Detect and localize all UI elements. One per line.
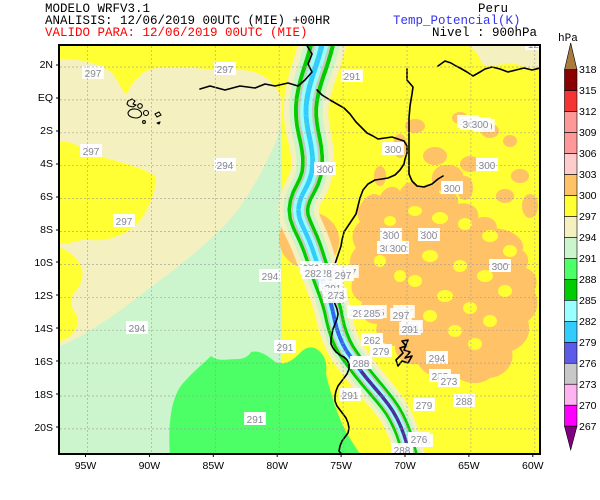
svg-text:303: 303 — [579, 169, 597, 181]
svg-text:294: 294 — [579, 232, 597, 244]
svg-text:276: 276 — [579, 358, 597, 370]
svg-text:315: 315 — [579, 85, 597, 97]
svg-text:270: 270 — [579, 400, 597, 412]
svg-text:282: 282 — [579, 316, 597, 328]
svg-text:297: 297 — [579, 211, 597, 223]
svg-text:279: 279 — [579, 337, 597, 349]
svg-text:300: 300 — [579, 190, 597, 202]
svg-text:309: 309 — [579, 127, 597, 139]
svg-text:273: 273 — [579, 379, 597, 391]
svg-text:318: 318 — [579, 64, 597, 76]
svg-text:267: 267 — [579, 421, 597, 433]
svg-text:285: 285 — [579, 295, 597, 307]
svg-text:291: 291 — [579, 253, 597, 265]
svg-text:312: 312 — [579, 106, 597, 118]
svg-text:288: 288 — [579, 274, 597, 286]
svg-text:306: 306 — [579, 148, 597, 160]
